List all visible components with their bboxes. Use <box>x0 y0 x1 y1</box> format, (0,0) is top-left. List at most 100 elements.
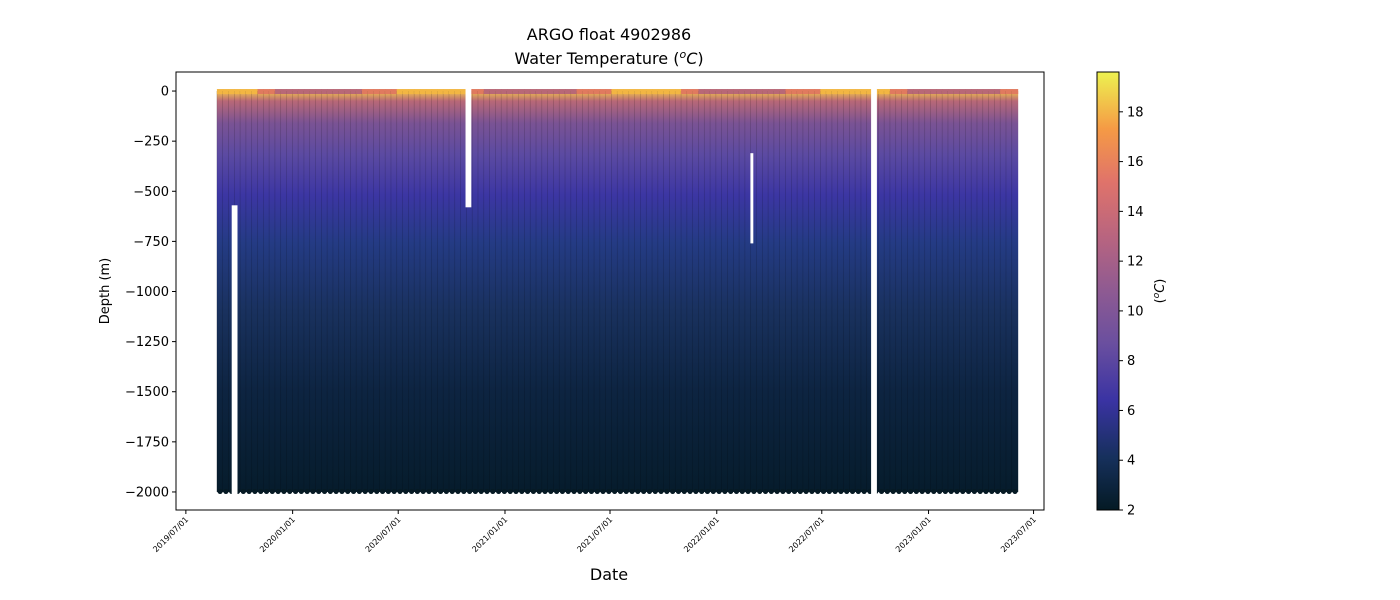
profile-bottom-point <box>948 488 954 495</box>
profile-surface-point <box>350 89 357 95</box>
y-tick-label: −250 <box>133 135 169 150</box>
profile-surface-point <box>947 89 955 95</box>
temperature-profile <box>216 91 224 492</box>
profile-surface-point <box>901 89 908 95</box>
profile-surface-point <box>907 89 914 95</box>
profile-bottom-point <box>455 488 461 495</box>
profile-bottom-point <box>258 488 264 495</box>
temperature-profile <box>472 91 479 492</box>
profile-bottom-point <box>536 488 542 495</box>
colorbar-tick-label: 2 <box>1127 504 1135 519</box>
profile-surface-point <box>611 89 618 95</box>
profile-bottom-point <box>298 488 304 495</box>
profile-bottom-point <box>699 488 705 495</box>
profile-bottom-point <box>490 488 496 495</box>
profile-bottom-point <box>820 488 827 495</box>
temperature-profile <box>994 91 1001 492</box>
profile-bottom-point <box>733 488 740 495</box>
profile-surface-point <box>889 89 897 95</box>
profile-surface-point <box>460 89 467 95</box>
temperature-profile <box>646 91 653 492</box>
profile-bottom-point <box>426 488 432 495</box>
profile-bottom-point <box>768 488 774 495</box>
profile-bottom-point <box>339 488 345 495</box>
profile-surface-point <box>385 89 392 95</box>
profile-bottom-point <box>542 488 548 495</box>
profile-bottom-point <box>704 488 711 495</box>
temperature-profile <box>889 91 897 492</box>
profile-surface-point <box>437 89 444 95</box>
temperature-profile <box>727 91 734 492</box>
temperature-profile <box>414 91 421 492</box>
temperature-profile <box>663 91 671 492</box>
temperature-profile <box>907 91 914 492</box>
profile-surface-point <box>414 89 421 95</box>
temperature-profile <box>918 91 926 492</box>
profile-bottom-point <box>466 488 473 495</box>
profile-surface-point <box>216 89 224 95</box>
y-axis: 0 −250 −500 −750 −1000 −1250 −1500 −1750 −2000 <box>125 85 176 500</box>
profile-bottom-point <box>739 488 745 495</box>
profile-bottom-point <box>321 488 328 495</box>
profile-surface-point <box>623 89 630 95</box>
profile-surface-point <box>1000 89 1007 95</box>
temperature-profile <box>518 91 526 492</box>
temperature-profile <box>814 91 821 492</box>
profile-surface-point <box>361 89 369 95</box>
profile-bottom-point <box>646 488 653 495</box>
colorbar-tick-label: 16 <box>1127 155 1144 170</box>
colorbar-tick-label: 18 <box>1127 105 1144 120</box>
profile-surface-point <box>274 89 282 95</box>
profile-bottom-point <box>954 488 960 495</box>
profile-bottom-point <box>931 488 937 495</box>
temperature-profile <box>553 91 560 492</box>
profile-bottom-point <box>652 488 658 495</box>
profile-bottom-point <box>449 488 455 495</box>
profile-surface-point <box>681 89 688 95</box>
profile-surface-point <box>686 89 694 95</box>
profile-surface-point <box>994 89 1001 95</box>
profile-surface-point <box>605 89 613 95</box>
temperature-profile <box>657 91 665 492</box>
profile-bottom-point <box>217 488 223 495</box>
profile-bottom-point <box>594 488 600 495</box>
profile-surface-point <box>913 89 920 95</box>
x-tick-label: 2021/07/01 <box>575 515 614 554</box>
temperature-profile <box>878 91 885 492</box>
profile-bottom-point <box>356 488 362 495</box>
temperature-profile <box>628 91 636 492</box>
profile-bottom-point <box>269 488 275 495</box>
profile-bottom-point <box>420 488 426 495</box>
temperature-profile <box>611 91 618 492</box>
profile-bottom-point <box>263 488 270 495</box>
temperature-profile <box>971 91 978 492</box>
temperature-profile <box>762 91 769 492</box>
temperature-profile <box>797 91 804 492</box>
profile-bottom-point <box>252 488 258 495</box>
temperature-profile <box>222 91 230 492</box>
profile-surface-point <box>884 89 891 95</box>
temperature-profile <box>332 91 340 492</box>
profile-surface-point <box>512 89 520 95</box>
temperature-profile <box>860 91 868 492</box>
profile-surface-point <box>710 89 717 95</box>
temperature-profile <box>466 91 473 492</box>
temperature-profile <box>837 91 845 492</box>
temperature-profile <box>988 91 995 492</box>
profile-surface-point <box>744 89 752 95</box>
profile-bottom-point <box>896 488 902 495</box>
profile-surface-point <box>402 89 409 95</box>
profile-surface-point <box>663 89 671 95</box>
y-tick-label: −750 <box>133 235 169 250</box>
temperature-profile <box>327 91 334 492</box>
profile-surface-point <box>303 89 311 95</box>
temperature-profile <box>263 91 270 492</box>
profile-bottom-point <box>287 488 293 495</box>
profile-surface-point <box>739 89 746 95</box>
profile-surface-point <box>553 89 560 95</box>
profile-surface-point <box>953 89 961 95</box>
temperature-profile <box>309 91 317 492</box>
profile-surface-point <box>855 89 862 95</box>
temperature-profile <box>965 91 972 492</box>
temperature-profile <box>768 91 775 492</box>
